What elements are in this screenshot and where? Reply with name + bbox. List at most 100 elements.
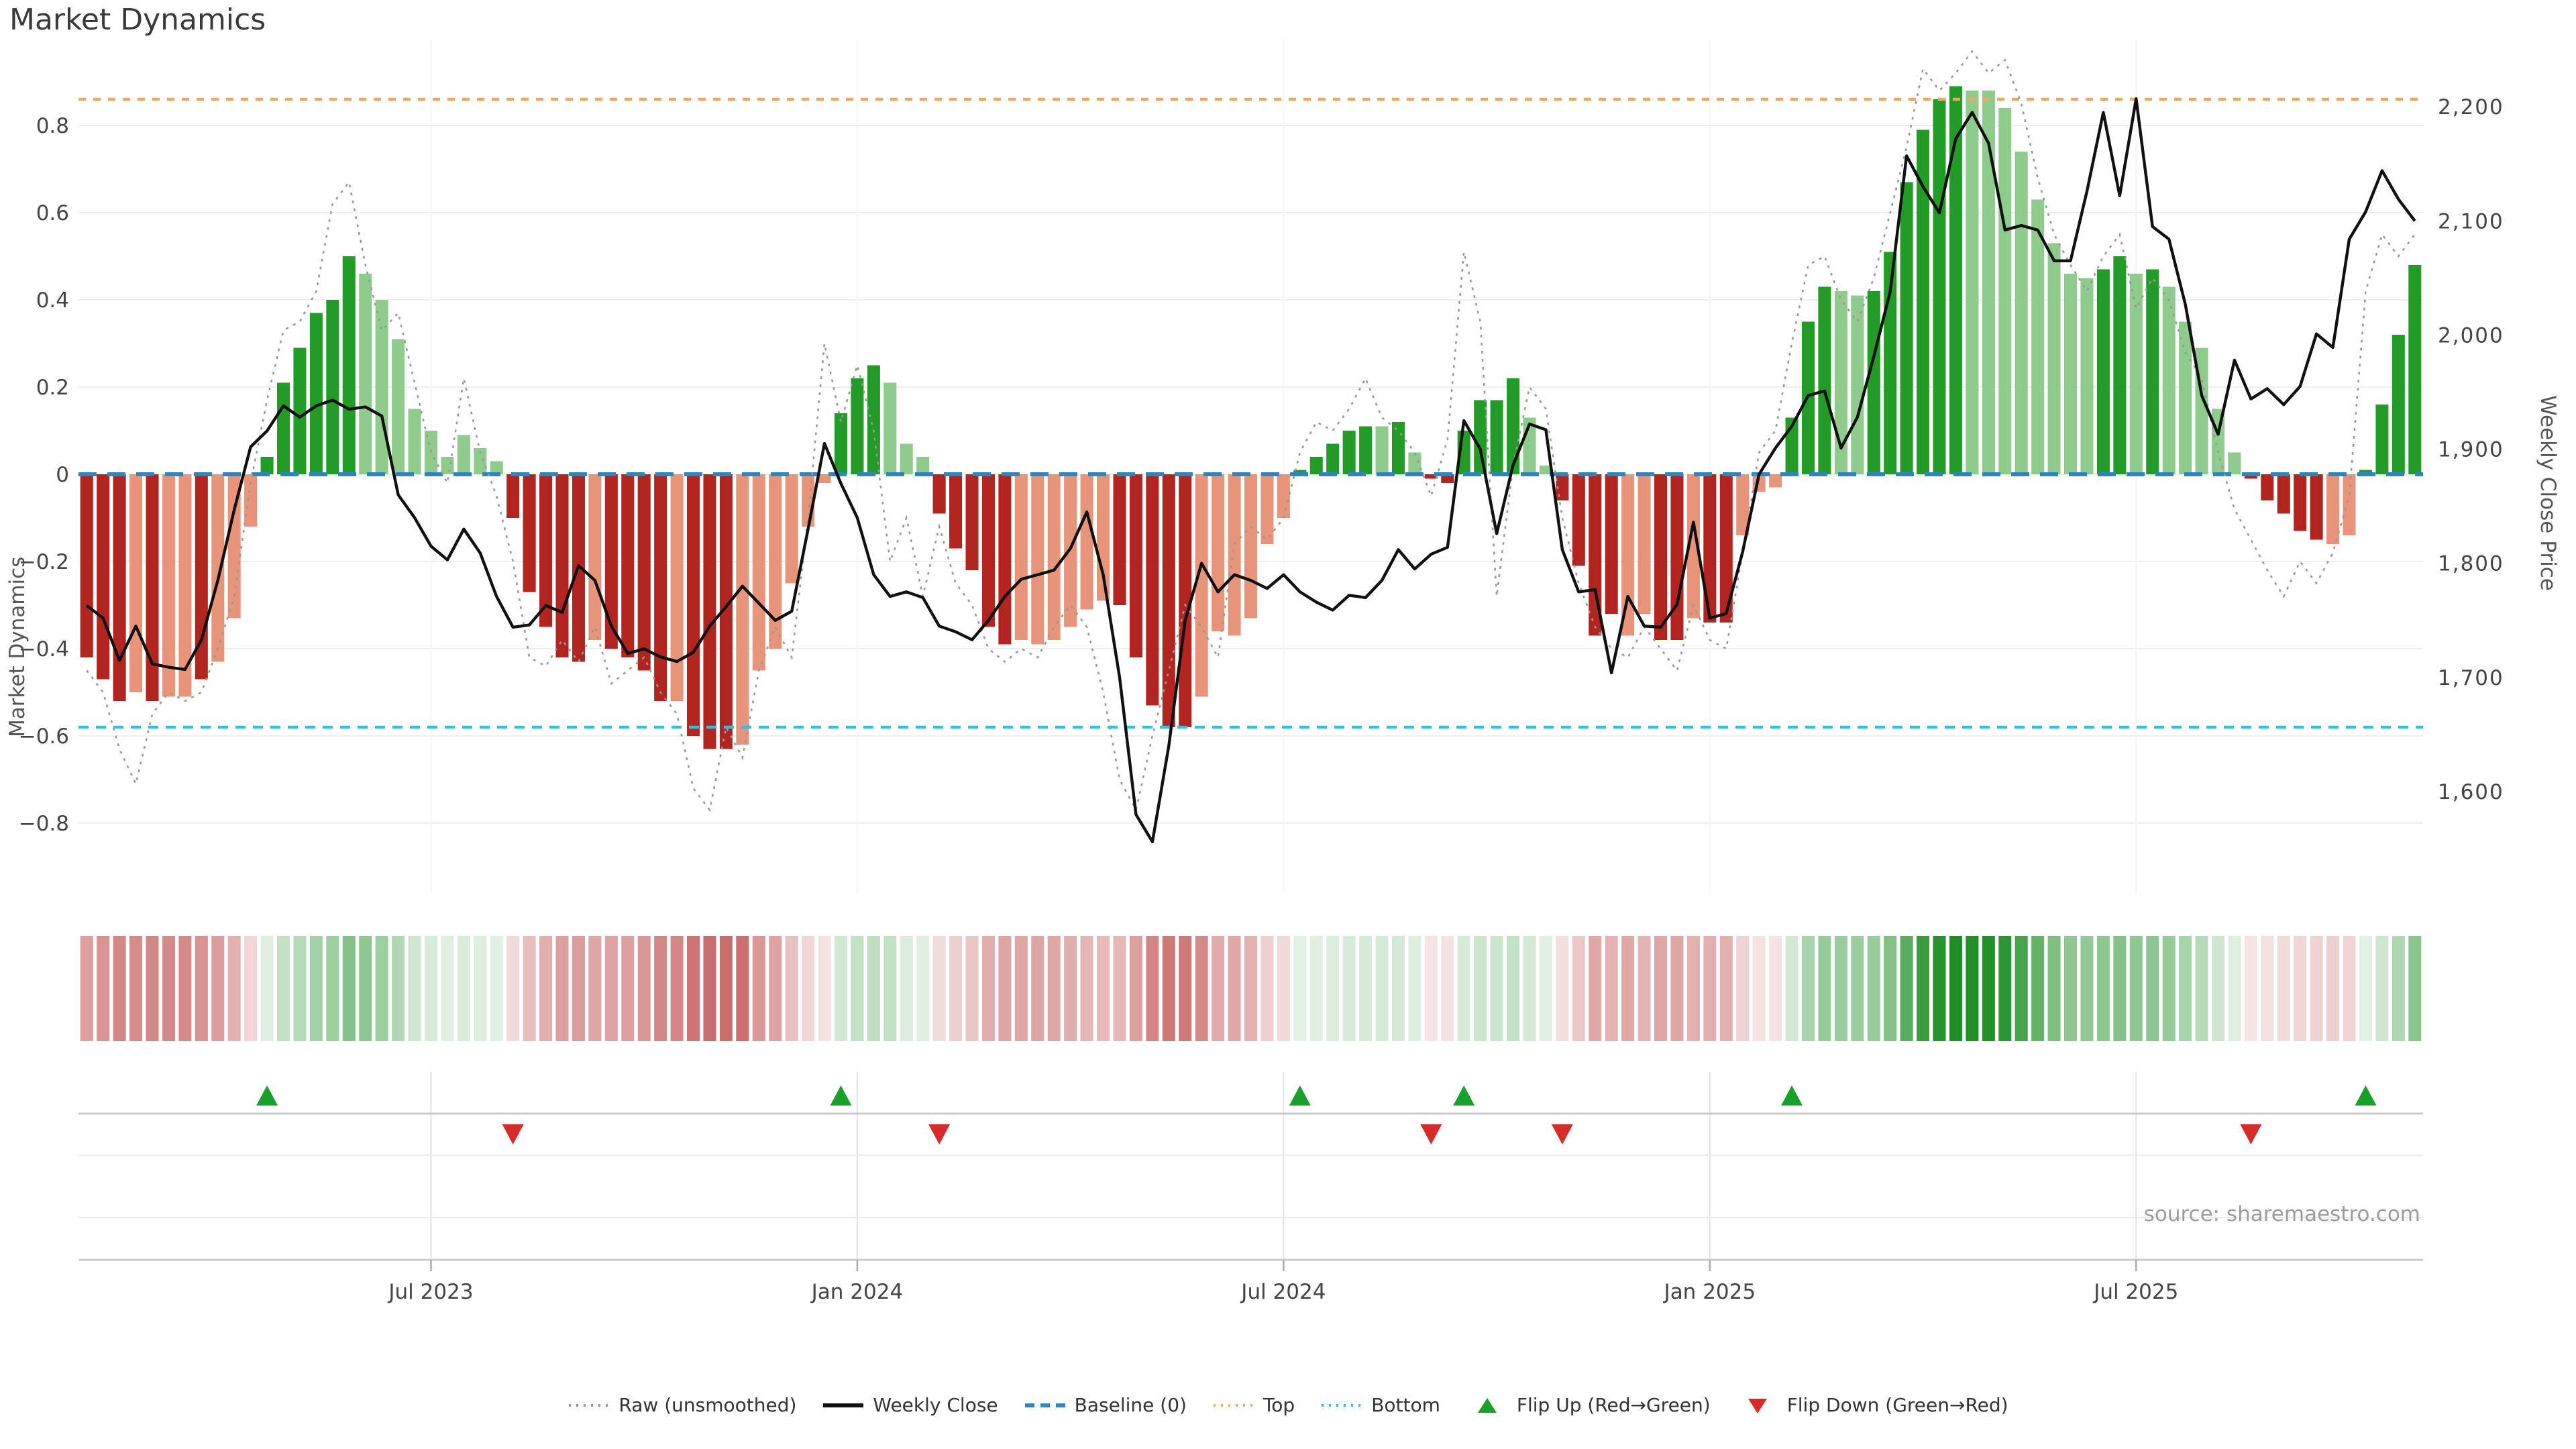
bar (1834, 291, 1847, 474)
bar (309, 313, 323, 474)
right-tick-label: 1,900 (2438, 438, 2504, 462)
heatmap-cell (867, 936, 880, 1041)
bar (916, 457, 930, 474)
legend-label: Baseline (0) (1074, 1394, 1187, 1416)
bar (523, 474, 536, 592)
legend-label: Top (1263, 1394, 1295, 1416)
heatmap-cell (932, 936, 946, 1041)
heatmap-cell (1769, 936, 1782, 1041)
heatmap-cell (1605, 936, 1618, 1041)
heatmap-cell (2064, 936, 2078, 1041)
bar (490, 461, 503, 474)
bar (588, 474, 602, 640)
bar (1375, 426, 1389, 474)
legend-triangle-down-icon (1748, 1398, 1767, 1413)
bar (818, 474, 831, 483)
x-tick-label: Jan 2025 (1663, 1280, 1756, 1304)
flip-up-marker (1289, 1085, 1311, 1106)
bar (670, 474, 684, 701)
heatmap-cell (752, 936, 765, 1041)
bar (276, 382, 290, 474)
heatmap-cell (2015, 936, 2028, 1041)
flip-up-marker (1453, 1085, 1475, 1106)
right-axis-title: Weekly Close Price (2536, 395, 2560, 591)
heatmap-cell (1719, 936, 1733, 1041)
legend-dashed-icon (1024, 1403, 1065, 1407)
heatmap-cell (1490, 936, 1503, 1041)
bar (1589, 474, 1602, 636)
bar (883, 382, 897, 474)
bar (244, 474, 258, 527)
legend-label: Weekly Close (873, 1394, 998, 1416)
heatmap-cell (1064, 936, 1077, 1041)
bar (2294, 474, 2307, 531)
right-tick-label: 2,100 (2438, 209, 2504, 233)
bar (1031, 474, 1044, 645)
left-tick-label: 0 (56, 463, 69, 487)
bar (1867, 291, 1880, 474)
heatmap-cell (1703, 936, 1717, 1041)
bar (211, 474, 225, 662)
bar (1047, 474, 1061, 640)
legend-item: Baseline (0) (1024, 1394, 1187, 1416)
bar (1539, 466, 1552, 474)
heatmap-cell (965, 936, 979, 1041)
bar (1490, 400, 1503, 474)
bar (621, 474, 635, 657)
bar (506, 474, 520, 518)
bar (1277, 474, 1290, 518)
heatmap-cell (293, 936, 307, 1041)
heatmap-cell (1424, 936, 1438, 1041)
flip-up-marker (2355, 1085, 2377, 1106)
heatmap-cell (670, 936, 684, 1041)
bar (1982, 91, 1995, 474)
heatmap-cell (981, 936, 995, 1041)
bar (834, 413, 848, 474)
bar (851, 378, 864, 474)
heatmap-cell (802, 936, 815, 1041)
heatmap-cell (129, 936, 143, 1041)
bar (1326, 443, 1340, 474)
bar (981, 474, 995, 627)
heatmap-cell (392, 936, 405, 1041)
bar (637, 474, 651, 671)
heatmap-cell (474, 936, 487, 1041)
right-tick-label: 1,800 (2438, 552, 2504, 576)
bar (1719, 474, 1733, 623)
legend-solid-icon (823, 1403, 864, 1407)
heatmap-cell (1014, 936, 1028, 1041)
heatmap-cell (1113, 936, 1126, 1041)
heatmap-cell (1982, 936, 1995, 1041)
heatmap-cell (1818, 936, 1831, 1041)
heatmap-cell (1359, 936, 1373, 1041)
bar (80, 474, 93, 657)
heatmap-cell (637, 936, 651, 1041)
flip-down-marker (1420, 1124, 1442, 1144)
bar (1966, 91, 1979, 474)
bar (1228, 474, 1241, 636)
heatmap-cell (1179, 936, 1192, 1041)
flip-down-marker (2240, 1124, 2262, 1144)
heatmap-cell (162, 936, 175, 1041)
bar (539, 474, 553, 627)
bar (227, 474, 241, 619)
x-tick-label: Jul 2024 (1240, 1280, 1326, 1304)
heatmap-cell (572, 936, 585, 1041)
bar (1556, 474, 1569, 500)
heatmap-cell (1556, 936, 1569, 1041)
bar (2064, 274, 2078, 474)
legend-label: Raw (unsmoothed) (619, 1394, 797, 1416)
heatmap-cell (2146, 936, 2159, 1041)
bar (1998, 108, 2012, 474)
heatmap-cell (1228, 936, 1241, 1041)
bar (1769, 474, 1782, 488)
heatmap-cell (309, 936, 323, 1041)
bar (2096, 269, 2110, 474)
heatmap-cell (1047, 936, 1061, 1041)
heatmap-cell (1391, 936, 1405, 1041)
right-tick-label: 1,700 (2438, 666, 2504, 690)
heatmap-cell (2129, 936, 2143, 1041)
flip-down-marker (502, 1124, 524, 1144)
